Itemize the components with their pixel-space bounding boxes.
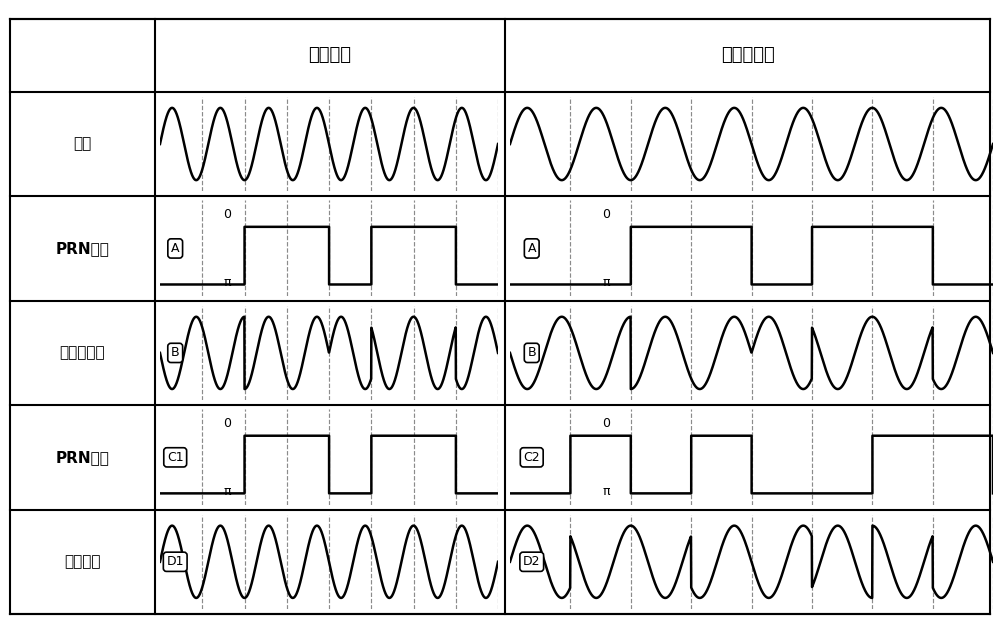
Text: 时延不匹配: 时延不匹配: [721, 46, 774, 65]
Text: 0: 0: [603, 417, 611, 430]
Text: 信号: 信号: [73, 137, 92, 151]
Text: A: A: [527, 242, 536, 255]
Text: A: A: [171, 242, 179, 255]
Text: C2: C2: [523, 451, 540, 464]
Text: B: B: [527, 346, 536, 360]
Text: 0: 0: [224, 208, 232, 221]
Text: 0: 0: [224, 417, 232, 430]
Text: π: π: [224, 485, 231, 498]
Text: 0: 0: [603, 208, 611, 221]
Text: D2: D2: [523, 555, 540, 568]
Text: C1: C1: [167, 451, 184, 464]
Text: 解码输出: 解码输出: [64, 555, 101, 569]
Text: π: π: [603, 485, 610, 498]
Text: B: B: [171, 346, 180, 360]
Text: D1: D1: [166, 555, 184, 568]
Text: 编码后信号: 编码后信号: [60, 346, 105, 360]
Text: PRN编码: PRN编码: [56, 241, 109, 256]
Text: π: π: [224, 276, 231, 289]
Text: PRN解码: PRN解码: [56, 450, 109, 465]
Text: 时延匹配: 时延匹配: [308, 46, 352, 65]
Text: π: π: [603, 276, 610, 289]
